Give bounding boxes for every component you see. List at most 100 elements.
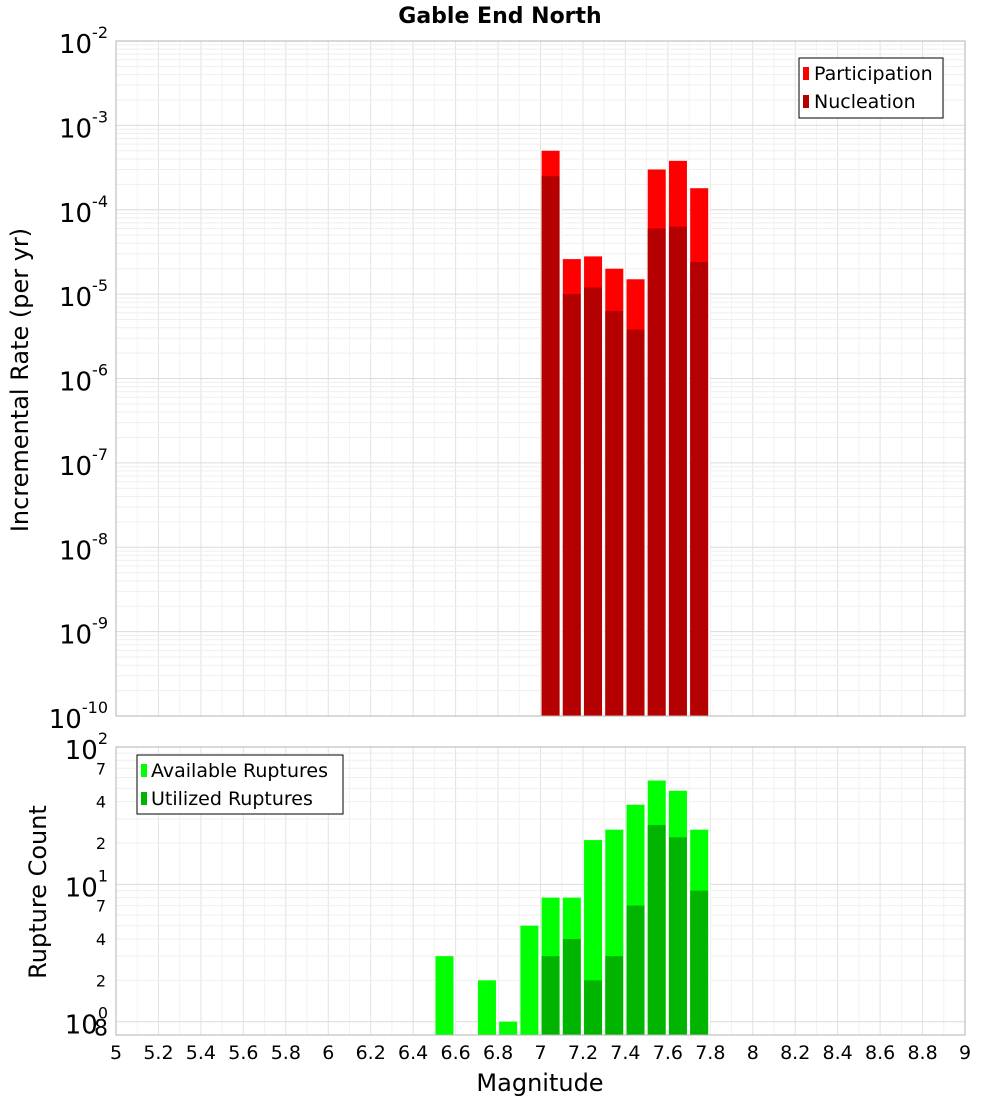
tick-base: 10 [59, 199, 92, 229]
tick-base: 10 [59, 621, 92, 651]
utilized-bar [541, 956, 561, 1035]
tick-base: 10 [65, 873, 98, 903]
x-tick-label: 7.6 [653, 1042, 683, 1064]
top-y-tick-label: 10-5 [59, 276, 108, 313]
bottom-y-tick-label: 7 [96, 897, 106, 916]
top-y-axis-label: Incremental Rate (per yr) [6, 228, 34, 532]
x-tick-label: 7.2 [568, 1042, 598, 1064]
nucleation-bar [562, 294, 582, 716]
x-tick-label: 6 [322, 1042, 334, 1064]
x-tick-label: 6.6 [440, 1042, 470, 1064]
top-panel: 10-1010-910-810-710-610-510-410-310-2Par… [49, 23, 966, 735]
tick-base: 10 [59, 452, 92, 482]
x-tick-label: 5.6 [228, 1042, 258, 1064]
nucleation-bar [647, 228, 667, 716]
tick-base: 10 [59, 536, 92, 566]
x-tick-label: 6.2 [356, 1042, 386, 1064]
nucleation-bar [668, 226, 688, 716]
bottom-y-tick-label: 2 [96, 834, 106, 853]
top-y-tick-label: 10-9 [59, 614, 108, 651]
legend-label: Utilized Ruptures [151, 788, 313, 810]
tick-exponent: -9 [92, 614, 108, 633]
legend-label: Nucleation [814, 91, 916, 113]
tick-exponent: -4 [92, 192, 108, 211]
top-y-tick-label: 10-4 [59, 192, 108, 229]
x-tick-label: 5.2 [143, 1042, 173, 1064]
utilized-bar [562, 939, 582, 1035]
tick-exponent: 2 [98, 729, 108, 748]
bottom-y-tick-label: 7 [96, 759, 106, 778]
tick-exponent: -8 [92, 529, 108, 548]
tick-base: 10 [65, 1011, 98, 1041]
tick-base: 10 [59, 30, 92, 60]
bottom-y-tick-label: 101 [65, 866, 108, 903]
x-tick-label: 7.8 [695, 1042, 725, 1064]
nucleation-bar [626, 329, 646, 716]
top-y-tick-label: 10-2 [59, 23, 108, 60]
x-tick-label: 5.8 [271, 1042, 301, 1064]
nucleation-bar [605, 311, 625, 716]
nucleation-bar [690, 262, 710, 716]
tick-exponent: -6 [92, 361, 108, 380]
utilized-bar [584, 980, 604, 1035]
bottom-y-tick-label: 4 [96, 930, 106, 949]
legend-swatch [141, 764, 147, 777]
legend-label: Participation [814, 63, 933, 85]
top-y-tick-label: 10-10 [49, 698, 108, 735]
x-axis-label: Magnitude [476, 1069, 603, 1097]
x-tick-label: 6.4 [398, 1042, 428, 1064]
tick-exponent: -10 [82, 698, 108, 717]
x-tick-label: 5 [110, 1042, 122, 1064]
bottom-y-tick-label: 2 [96, 971, 106, 990]
x-tick-label: 7 [534, 1042, 546, 1064]
tick-exponent: -2 [92, 23, 108, 42]
bottom-y-tick-label: 4 [96, 793, 106, 812]
x-axis-ticks: 5 5.2 5.4 5.6 5.8 6 6.2 6.4 6.6 6.8 7 7.2 7.4 7.6 7.8 8… [110, 1042, 971, 1064]
top-legend-box [798, 57, 944, 119]
x-tick-label: 6.8 [483, 1042, 513, 1064]
tick-base: 10 [59, 114, 92, 144]
bottom-y-tick-extra: 8 [94, 1017, 108, 1042]
x-tick-label: 7.4 [610, 1042, 640, 1064]
available-bar [477, 980, 497, 1035]
tick-exponent: 1 [98, 866, 108, 885]
tick-base: 10 [59, 368, 92, 398]
utilized-bar [605, 956, 625, 1035]
top-plot-border [115, 40, 966, 717]
bottom-legend: Available Ruptures Utilized Ruptures [136, 754, 344, 815]
utilized-bar [668, 837, 688, 1035]
available-bar [520, 925, 540, 1035]
legend-swatch [803, 95, 809, 108]
bottom-y-axis-label: Rupture Count [24, 805, 52, 979]
legend-swatch [141, 792, 147, 805]
bottom-legend-box [136, 754, 344, 815]
x-tick-label: 8.4 [823, 1042, 853, 1064]
tick-exponent: -7 [92, 445, 108, 464]
nucleation-bar [541, 176, 561, 716]
tick-exponent: -3 [92, 107, 108, 126]
nucleation-bar [584, 287, 604, 716]
legend-swatch [803, 67, 809, 80]
utilized-bar [690, 890, 710, 1035]
top-y-tick-label: 10-8 [59, 529, 108, 566]
x-tick-label: 8.2 [780, 1042, 810, 1064]
x-tick-label: 9 [959, 1042, 971, 1064]
x-tick-label: 5.4 [186, 1042, 216, 1064]
available-bar [499, 1021, 519, 1035]
top-y-tick-label: 10-3 [59, 107, 108, 144]
utilized-bar [647, 825, 667, 1035]
x-tick-label: 8 [747, 1042, 759, 1064]
bottom-plot-border [115, 746, 966, 1036]
tick-exponent: 0 [98, 1004, 108, 1023]
chart-title: Gable End North [398, 4, 601, 29]
available-bar [435, 956, 455, 1035]
x-tick-label: 8.6 [865, 1042, 895, 1064]
top-legend: Participation Nucleation [798, 57, 944, 119]
bottom-y-tick-label: 100 [65, 1004, 108, 1041]
top-grid [115, 41, 966, 717]
legend-label: Available Ruptures [151, 760, 328, 782]
top-y-tick-label: 10-6 [59, 361, 108, 398]
